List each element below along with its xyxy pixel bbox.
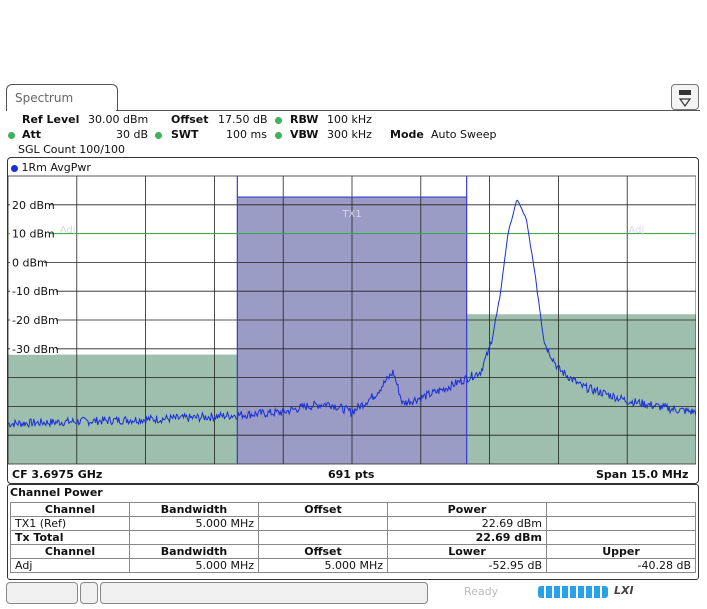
column-header xyxy=(547,503,696,517)
spectrum-tab[interactable]: Spectrum xyxy=(6,84,118,111)
table-cell xyxy=(547,517,696,531)
y-tick-label: -30 dBm xyxy=(12,343,59,356)
channel-power-table: Channel Bandwidth Offset Power TX1 (Ref)… xyxy=(10,502,696,573)
adj-channel-shade xyxy=(8,355,237,464)
rbw-indicator-icon xyxy=(275,117,282,124)
column-header: Offset xyxy=(259,545,388,559)
y-tick-label: -10 dBm xyxy=(12,285,59,298)
column-header: Channel xyxy=(11,545,130,559)
menu-button[interactable] xyxy=(671,84,699,110)
table-cell: 5.000 MHz xyxy=(259,559,388,573)
table-row: Adj 5.000 MHz 5.000 MHz -52.95 dB -40.28… xyxy=(11,559,696,573)
swt-value: 100 ms xyxy=(226,128,267,141)
trace-indicator-icon xyxy=(11,165,18,172)
swt-label: SWT xyxy=(171,128,199,141)
table-cell xyxy=(547,531,696,545)
offset-value: 17.50 dB xyxy=(218,113,268,126)
att-value: 30 dB xyxy=(116,128,148,141)
table-row: Tx Total 22.69 dBm xyxy=(11,531,696,545)
column-header: Channel xyxy=(11,503,130,517)
channel-power-title: Channel Power xyxy=(10,486,103,499)
y-tick-label: 10 dBm xyxy=(12,228,55,241)
adj-left-channel-label: Adj xyxy=(60,225,76,236)
ref-level-value: 30.00 dBm xyxy=(88,113,148,126)
ref-level: Ref Level xyxy=(22,113,79,126)
status-message-area xyxy=(100,582,428,604)
column-header: Upper xyxy=(547,545,696,559)
table-row: TX1 (Ref) 5.000 MHz 22.69 dBm xyxy=(11,517,696,531)
ready-status: Ready xyxy=(464,585,498,598)
column-header: Power xyxy=(388,503,547,517)
column-header: Bandwidth xyxy=(130,545,259,559)
sweep-points: 691 pts xyxy=(328,468,374,481)
att-label: Att xyxy=(22,128,41,141)
y-tick-label: 20 dBm xyxy=(12,199,55,212)
table-cell: -52.95 dB xyxy=(388,559,547,573)
table-cell: Tx Total xyxy=(11,531,130,545)
table-cell: 5.000 MHz xyxy=(130,517,259,531)
table-cell xyxy=(130,531,259,545)
table-cell xyxy=(259,531,388,545)
sgl-count: SGL Count 100/100 xyxy=(18,143,125,156)
table-cell: 22.69 dBm xyxy=(388,517,547,531)
offset-label: Offset xyxy=(171,113,209,126)
status-segment[interactable] xyxy=(80,582,98,604)
vbw-label: VBW xyxy=(290,128,318,141)
table-cell: Adj xyxy=(11,559,130,573)
tab-label: Spectrum xyxy=(15,91,73,105)
rbw-value: 100 kHz xyxy=(327,113,372,126)
column-header: Bandwidth xyxy=(130,503,259,517)
trace-label: 1Rm AvgPwr xyxy=(11,161,91,174)
vbw-indicator-icon xyxy=(275,132,282,139)
tab-divider xyxy=(116,110,700,111)
spectrum-plot[interactable]: 20 dBm 10 dBm 0 dBm -10 dBm -20 dBm -30 dBm TX… xyxy=(8,158,696,481)
center-frequency: CF 3.6975 GHz xyxy=(12,468,102,481)
table-cell: 5.000 MHz xyxy=(130,559,259,573)
menu-icon xyxy=(672,85,698,109)
adj-right-channel-label: Adj xyxy=(628,225,644,236)
table-cell: TX1 (Ref) xyxy=(11,517,130,531)
rbw-label: RBW xyxy=(290,113,318,126)
span: Span 15.0 MHz xyxy=(596,468,688,481)
mode-value: Auto Sweep xyxy=(431,128,497,141)
table-cell xyxy=(259,517,388,531)
mode-label: Mode xyxy=(390,128,424,141)
swt-indicator-icon xyxy=(155,132,162,139)
att-indicator-icon xyxy=(8,132,15,139)
vbw-value: 300 kHz xyxy=(327,128,372,141)
tx-channel-label: TX1 xyxy=(341,209,361,220)
trace-label-text: 1Rm AvgPwr xyxy=(22,161,91,174)
y-tick-label: -20 dBm xyxy=(12,314,59,327)
table-header-row: Channel Bandwidth Offset Lower Upper xyxy=(11,545,696,559)
sweep-progress-bar xyxy=(538,586,608,598)
y-tick-label: 0 dBm xyxy=(12,256,48,269)
table-cell: -40.28 dB xyxy=(547,559,696,573)
column-header: Lower xyxy=(388,545,547,559)
status-bar: Ready LXI xyxy=(4,582,704,604)
adj-channel-shade xyxy=(467,314,696,464)
table-cell: 22.69 dBm xyxy=(388,531,547,545)
lxi-icon: LXI xyxy=(614,584,634,597)
column-header: Offset xyxy=(259,503,388,517)
status-segment[interactable] xyxy=(6,582,78,604)
table-header-row: Channel Bandwidth Offset Power xyxy=(11,503,696,517)
